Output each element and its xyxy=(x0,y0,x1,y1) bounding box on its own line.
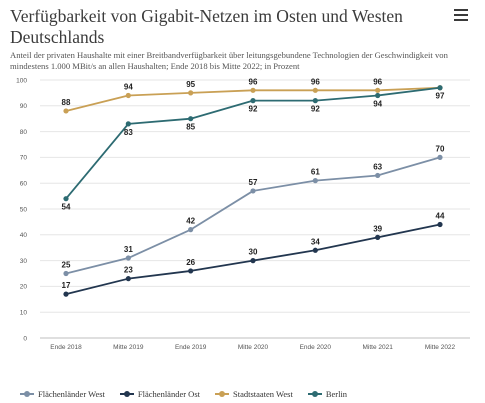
data-point xyxy=(312,247,318,253)
data-point xyxy=(250,188,256,194)
legend-item[interactable]: Flächenländer West xyxy=(20,389,105,399)
data-label: 70 xyxy=(436,144,445,153)
y-tick-label: 10 xyxy=(20,310,28,317)
data-label: 85 xyxy=(186,123,195,132)
data-point xyxy=(312,87,318,93)
x-tick-label: Ende 2019 xyxy=(175,344,207,351)
data-point xyxy=(375,172,381,179)
data-label: 25 xyxy=(62,261,71,270)
data-point xyxy=(375,234,381,240)
data-point xyxy=(63,108,69,114)
y-tick-label: 0 xyxy=(23,335,27,342)
data-label: 26 xyxy=(186,258,195,267)
data-point xyxy=(250,87,256,93)
data-point xyxy=(312,178,318,184)
data-point xyxy=(125,276,131,282)
x-tick-label: Mitte 2020 xyxy=(238,344,269,351)
legend-item[interactable]: Berlin xyxy=(307,389,348,399)
data-label: 83 xyxy=(124,128,133,137)
x-tick-label: Mitte 2021 xyxy=(362,344,393,351)
legend-item[interactable]: Flächenländer Ost xyxy=(119,389,200,399)
data-point xyxy=(250,258,256,264)
data-point xyxy=(437,221,443,228)
x-tick-label: Ende 2020 xyxy=(300,344,332,351)
data-label: 44 xyxy=(436,211,445,220)
data-label: 39 xyxy=(373,224,382,233)
data-label: 31 xyxy=(124,245,133,254)
data-label: 94 xyxy=(373,99,382,108)
data-point xyxy=(375,92,381,99)
data-point xyxy=(188,227,194,233)
data-point xyxy=(250,98,256,104)
data-label: 97 xyxy=(436,92,445,101)
legend-swatch xyxy=(119,390,134,398)
data-point xyxy=(125,92,131,99)
data-label: 94 xyxy=(124,82,133,91)
data-label: 63 xyxy=(373,162,382,171)
data-label: 30 xyxy=(249,248,258,257)
data-point xyxy=(125,121,131,127)
data-point xyxy=(437,85,443,91)
y-tick-label: 90 xyxy=(20,103,28,110)
data-point xyxy=(188,268,194,274)
chart-subtitle: Anteil der privaten Haushalte mit einer … xyxy=(10,50,448,71)
data-label: 54 xyxy=(62,203,71,212)
data-label: 61 xyxy=(311,168,320,177)
data-point xyxy=(188,90,194,96)
data-label: 95 xyxy=(186,80,195,89)
data-label: 17 xyxy=(62,281,71,290)
data-label: 96 xyxy=(373,77,382,86)
data-label: 92 xyxy=(311,105,320,114)
legend-label: Stadtstaaten West xyxy=(232,389,293,399)
y-tick-label: 100 xyxy=(16,77,27,84)
data-point xyxy=(437,154,443,160)
data-point xyxy=(312,98,318,104)
chart-title: Verfügbarkeit von Gigabit-Netzen im Oste… xyxy=(10,6,403,47)
legend-label: Flächenländer West xyxy=(38,389,105,399)
data-label: 34 xyxy=(311,237,320,246)
data-point xyxy=(63,270,69,277)
x-tick-label: Mitte 2019 xyxy=(113,344,144,351)
y-tick-label: 50 xyxy=(20,206,28,213)
data-point xyxy=(188,116,194,122)
y-tick-label: 40 xyxy=(20,232,28,239)
chart-legend: Flächenländer West Flächenländer Ost Stadt… xyxy=(20,387,480,401)
data-label: 42 xyxy=(186,217,195,226)
legend-label: Berlin xyxy=(325,389,348,399)
legend-swatch xyxy=(20,390,34,398)
data-point xyxy=(63,196,69,202)
data-label: 96 xyxy=(249,77,258,86)
data-point xyxy=(375,87,381,93)
y-tick-label: 20 xyxy=(20,284,28,291)
y-tick-label: 80 xyxy=(20,129,28,136)
data-label: 57 xyxy=(249,178,258,187)
legend-swatch xyxy=(214,390,229,398)
data-label: 88 xyxy=(62,98,71,107)
data-label: 96 xyxy=(311,77,320,86)
x-tick-label: Ende 2018 xyxy=(50,344,82,351)
x-tick-label: Mitte 2022 xyxy=(425,344,456,351)
y-tick-label: 60 xyxy=(20,181,28,188)
y-tick-label: 70 xyxy=(20,155,28,162)
hamburger-menu-icon[interactable] xyxy=(454,9,468,21)
legend-swatch xyxy=(307,390,322,398)
y-tick-label: 30 xyxy=(20,258,28,265)
data-label: 23 xyxy=(124,266,133,275)
data-point xyxy=(125,255,131,261)
data-point xyxy=(63,291,69,297)
data-label: 92 xyxy=(249,105,258,114)
legend-item[interactable]: Stadtstaaten West xyxy=(214,389,293,399)
legend-label: Flächenländer Ost xyxy=(137,389,200,399)
